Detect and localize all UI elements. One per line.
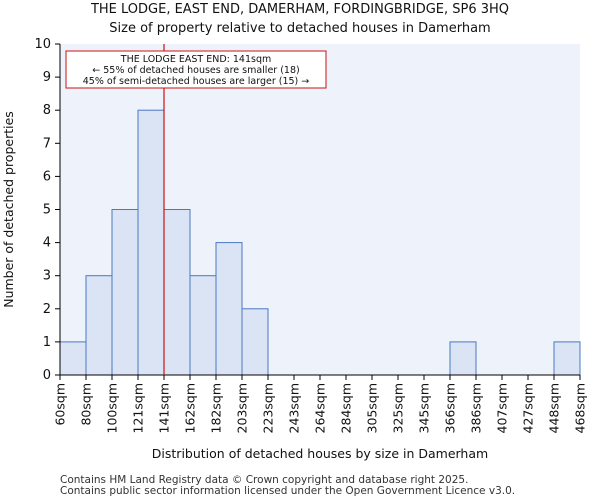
y-tick-label: 10 [34, 37, 51, 52]
x-tick-label: 427sqm [521, 383, 536, 433]
footer-line-2: Contains public sector information licen… [60, 485, 516, 497]
x-tick-label: 407sqm [495, 383, 510, 433]
y-tick-label: 1 [43, 335, 51, 350]
y-tick-label: 3 [43, 269, 51, 284]
x-tick-label: 386sqm [469, 383, 484, 433]
bar-203sqm [241, 308, 269, 376]
bar-182sqm [215, 242, 243, 376]
bar-162sqm [189, 275, 217, 376]
x-tick-label: 325sqm [391, 383, 406, 433]
annotation-box: THE LODGE EAST END: 141sqm ← 55% of deta… [65, 50, 327, 89]
bar-121sqm [137, 109, 165, 376]
x-tick-label: 448sqm [547, 383, 562, 433]
x-tick-label: 345sqm [417, 383, 432, 433]
bar-60sqm [59, 341, 87, 376]
bar-448sqm [553, 341, 581, 376]
bar-141sqm [163, 209, 191, 376]
x-tick-label: 182sqm [209, 383, 224, 433]
x-tick-label: 121sqm [131, 383, 146, 433]
annotation-frame [65, 50, 327, 89]
y-tick-label: 8 [43, 103, 51, 118]
chart-subtitle: Size of property relative to detached ho… [109, 21, 491, 36]
x-tick-label: 162sqm [183, 383, 198, 433]
x-tick-label: 60sqm [53, 383, 68, 426]
bar-100sqm [111, 209, 139, 376]
bar-80sqm [85, 275, 113, 376]
x-tick-label: 468sqm [573, 383, 588, 433]
x-tick-label: 100sqm [105, 383, 120, 433]
annotation-line-1: THE LODGE EAST END: 141sqm [120, 54, 271, 65]
x-tick-label: 141sqm [157, 383, 172, 433]
annotation-line-2: ← 55% of detached houses are smaller (18… [92, 65, 299, 76]
chart-title: THE LODGE, EAST END, DAMERHAM, FORDINGBR… [90, 2, 510, 17]
x-tick-label: 80sqm [79, 383, 94, 426]
y-tick-label: 9 [43, 70, 51, 85]
y-tick-label: 2 [43, 302, 51, 317]
x-tick-label: 223sqm [261, 383, 276, 433]
y-tick-label: 6 [43, 169, 51, 184]
y-tick-label: 7 [43, 136, 51, 151]
x-tick-label: 284sqm [339, 383, 354, 433]
x-tick-label: 366sqm [443, 383, 458, 433]
y-tick-label: 4 [43, 236, 51, 251]
y-axis-label: Number of detached properties [1, 111, 16, 308]
y-tick-label: 5 [43, 203, 51, 218]
bar-366sqm [449, 341, 477, 376]
x-tick-label: 203sqm [235, 383, 250, 433]
y-tick-label: 0 [43, 368, 51, 383]
x-tick-label: 305sqm [365, 383, 380, 433]
footer-line-1: Contains HM Land Registry data © Crown c… [60, 474, 469, 486]
x-tick-label: 243sqm [287, 383, 302, 433]
x-axis-label: Distribution of detached houses by size … [152, 446, 488, 461]
x-tick-label: 264sqm [313, 383, 328, 433]
annotation-line-3: 45% of semi-detached houses are larger (… [83, 76, 310, 87]
